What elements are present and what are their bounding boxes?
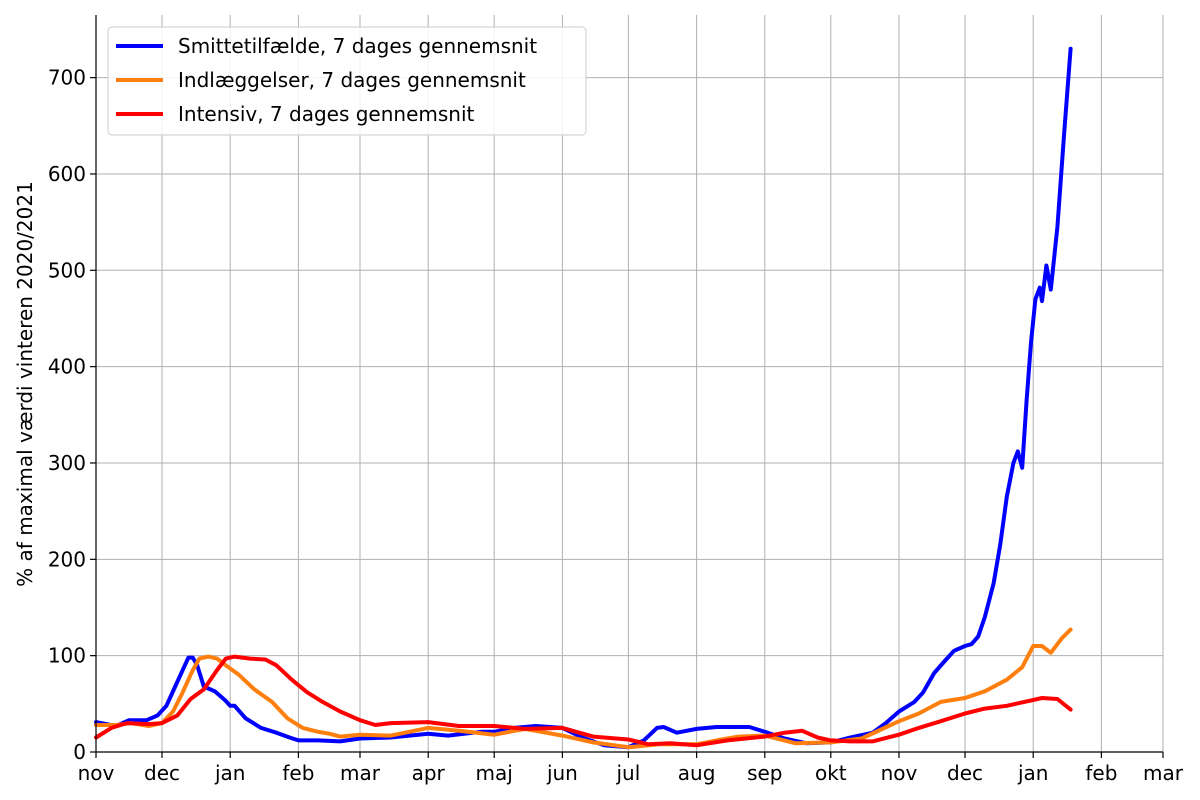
y-tick-label: 400 — [48, 355, 86, 379]
y-axis-label: % af maximal værdi vinteren 2020/2021 — [13, 181, 37, 587]
x-tick-label: okt — [815, 761, 847, 785]
x-tick-label: dec — [144, 761, 180, 785]
x-tick-label: sep — [747, 761, 782, 785]
series-line-3 — [94, 654, 1073, 748]
x-axis-ticks: nov dec jan feb mar apr maj jun jul aug sep okt nov d… — [78, 752, 1184, 785]
x-tick-label: jan — [214, 761, 246, 785]
x-tick-label: apr — [412, 761, 446, 785]
y-tick-label: 0 — [73, 740, 86, 764]
legend-label: Smittetilfælde, 7 dages gennemsnit — [178, 34, 537, 58]
x-tick-label: feb — [1085, 761, 1117, 785]
x-tick-label: jan — [1017, 761, 1049, 785]
x-tick-label: nov — [881, 761, 918, 785]
grid — [96, 15, 1164, 752]
y-tick-label: 500 — [48, 258, 86, 282]
y-axis-ticks: 0 100 200 300 400 500 600 700 — [48, 66, 96, 764]
y-tick-label: 300 — [48, 451, 86, 475]
x-tick-label: maj — [476, 761, 513, 785]
y-tick-label: 700 — [48, 66, 86, 90]
x-tick-label: jul — [616, 761, 641, 785]
x-tick-label: jun — [546, 761, 578, 785]
x-tick-label: feb — [282, 761, 314, 785]
legend-label: Intensiv, 7 dages gennemsnit — [178, 102, 475, 126]
series-line-2 — [94, 627, 1073, 750]
legend-box — [107, 26, 587, 136]
axes — [95, 15, 1163, 753]
series-line-1 — [94, 46, 1073, 750]
legend: Smittetilfælde, 7 dages gennemsnit Indlæg… — [107, 26, 587, 136]
y-tick-label: 600 — [48, 162, 86, 186]
plot-area — [94, 46, 1073, 750]
x-tick-label: dec — [947, 761, 983, 785]
x-tick-label: mar — [340, 761, 381, 785]
x-tick-label: nov — [78, 761, 115, 785]
y-tick-label: 200 — [48, 547, 86, 571]
x-tick-label: mar — [1143, 761, 1184, 785]
y-tick-label: 100 — [48, 644, 86, 668]
legend-label: Indlæggelser, 7 dages gennemsnit — [178, 68, 526, 92]
x-tick-label: aug — [678, 761, 716, 785]
